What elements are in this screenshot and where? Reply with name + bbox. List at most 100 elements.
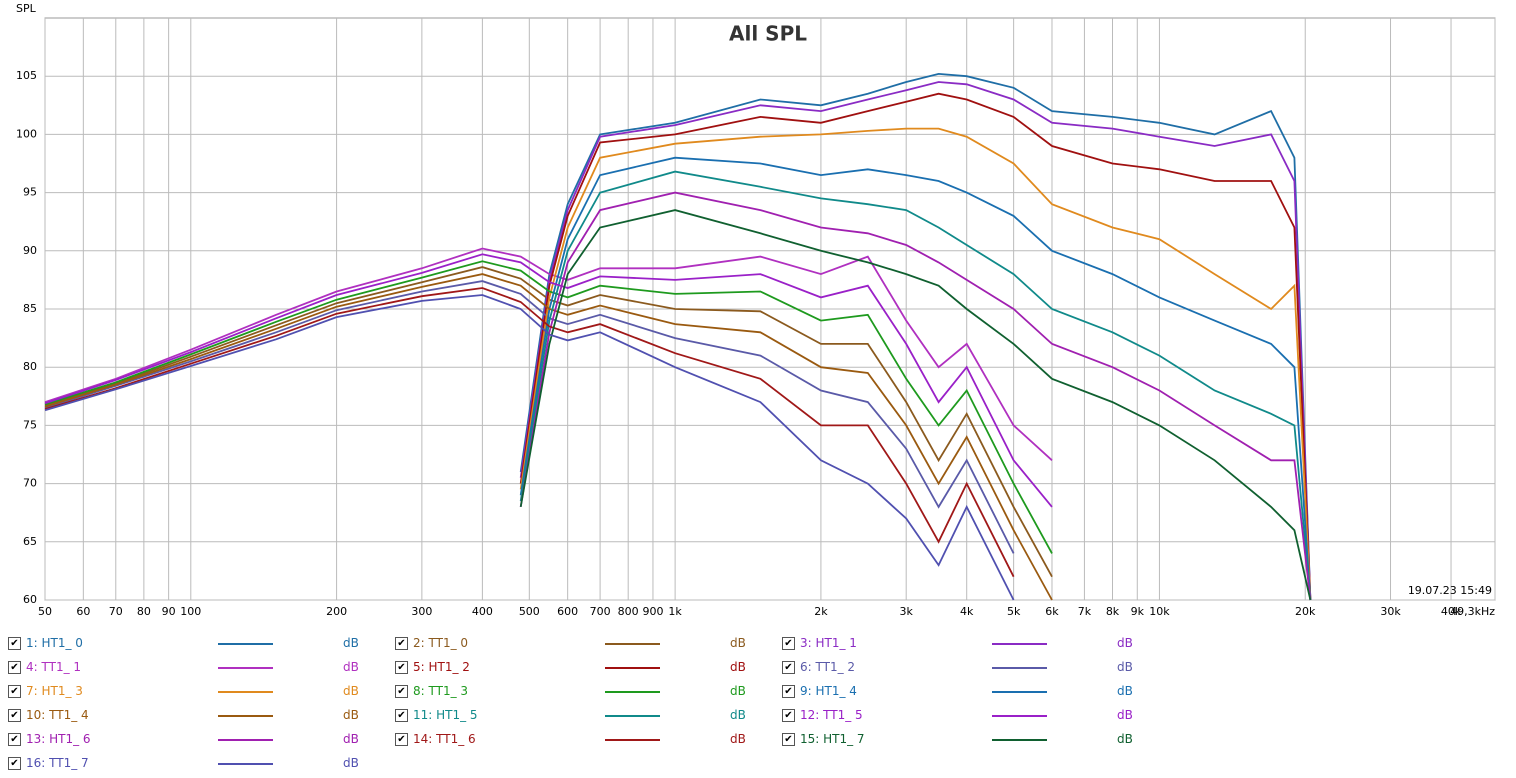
legend-checkbox[interactable]: ✔ — [8, 661, 21, 674]
series-line — [44, 294, 1015, 601]
legend-unit: dB — [1117, 708, 1133, 722]
legend-unit: dB — [343, 756, 359, 770]
legend-unit: dB — [343, 660, 359, 674]
x-tick-label: 100 — [180, 605, 201, 618]
x-tick-label: 49,3kHz — [1450, 605, 1495, 618]
series-line — [519, 72, 1312, 601]
legend-checkbox[interactable]: ✔ — [782, 661, 795, 674]
legend-unit: dB — [1117, 660, 1133, 674]
x-tick-label: 300 — [411, 605, 432, 618]
legend-checkbox[interactable]: ✔ — [395, 709, 408, 722]
y-tick-label: 95 — [23, 186, 37, 199]
y-tick-label: 105 — [16, 69, 37, 82]
legend-label: 9: HT1_ 4 — [800, 684, 857, 698]
legend-unit: dB — [1117, 684, 1133, 698]
legend-label: 15: HT1_ 7 — [800, 732, 865, 746]
legend-entry: ✔ 1: HT1_ 0 dB — [8, 634, 378, 654]
x-tick-label: 10k — [1149, 605, 1170, 618]
legend-checkbox[interactable]: ✔ — [8, 757, 21, 770]
legend-entry: ✔ 16: TT1_ 7 dB — [8, 754, 378, 774]
legend-entry: ✔ 8: TT1_ 3 dB — [395, 682, 765, 702]
legend-checkbox[interactable]: ✔ — [782, 685, 795, 698]
series-line — [44, 247, 1053, 461]
x-tick-label: 40k — [1441, 605, 1462, 618]
series-line — [519, 92, 1312, 601]
legend-checkbox[interactable]: ✔ — [782, 637, 795, 650]
x-tick-label: 50 — [38, 605, 52, 618]
legend-label: 13: HT1_ 6 — [26, 732, 91, 746]
y-tick-label: 90 — [23, 244, 37, 257]
y-tick-label: 65 — [23, 535, 37, 548]
legend-unit: dB — [343, 708, 359, 722]
x-tick-label: 400 — [472, 605, 493, 618]
x-tick-label: 5k — [1007, 605, 1021, 618]
legend-entry: ✔ 3: HT1_ 1 dB — [782, 634, 1152, 654]
x-tick-label: 700 — [590, 605, 611, 618]
y-tick-label: 80 — [23, 360, 37, 373]
legend-checkbox[interactable]: ✔ — [8, 733, 21, 746]
legend-swatch — [605, 715, 660, 717]
series-line — [519, 156, 1312, 601]
y-tick-label: 60 — [23, 593, 37, 606]
series-line — [519, 127, 1312, 601]
legend-checkbox[interactable]: ✔ — [782, 709, 795, 722]
y-tick-label: 75 — [23, 418, 37, 431]
series-line — [519, 81, 1312, 601]
series-line — [519, 209, 1312, 601]
legend-unit: dB — [1117, 732, 1133, 746]
series-line — [44, 253, 1053, 508]
legend-checkbox[interactable]: ✔ — [395, 685, 408, 698]
x-tick-label: 80 — [137, 605, 151, 618]
legend-checkbox[interactable]: ✔ — [8, 685, 21, 698]
legend-label: 5: HT1_ 2 — [413, 660, 470, 674]
x-tick-label: 6k — [1045, 605, 1059, 618]
legend-unit: dB — [730, 660, 746, 674]
legend-swatch — [605, 667, 660, 669]
series-line — [44, 273, 1053, 601]
series-line — [44, 287, 1015, 578]
legend-swatch — [992, 691, 1047, 693]
legend-unit: dB — [343, 732, 359, 746]
legend-entry: ✔ 5: HT1_ 2 dB — [395, 658, 765, 678]
legend-checkbox[interactable]: ✔ — [8, 637, 21, 650]
legend-swatch — [992, 667, 1047, 669]
chart: SPL All SPL 19.07.23 15:49 60 65 70 75 80 85 9… — [16, 2, 1496, 618]
legend-swatch — [605, 691, 660, 693]
series-line — [44, 260, 1053, 554]
timestamp: 19.07.23 15:49 — [1408, 584, 1492, 597]
legend-label: 16: TT1_ 7 — [26, 756, 89, 770]
legend-swatch — [218, 643, 273, 645]
legend-checkbox[interactable]: ✔ — [395, 733, 408, 746]
legend-swatch — [218, 667, 273, 669]
x-tick-label: 20k — [1295, 605, 1316, 618]
y-tick-label: 100 — [16, 127, 37, 140]
legend-checkbox[interactable]: ✔ — [395, 637, 408, 650]
legend-unit: dB — [343, 636, 359, 650]
x-tick-label: 800 — [618, 605, 639, 618]
legend-label: 6: TT1_ 2 — [800, 660, 856, 674]
legend-entry: ✔ 13: HT1_ 6 dB — [8, 730, 378, 750]
legend-swatch — [992, 739, 1047, 741]
legend-label: 14: TT1_ 6 — [413, 732, 476, 746]
legend-checkbox[interactable]: ✔ — [8, 709, 21, 722]
legend-label: 2: TT1_ 0 — [413, 636, 469, 650]
x-tick-label: 4k — [960, 605, 974, 618]
legend-swatch — [218, 763, 273, 765]
legend-checkbox[interactable]: ✔ — [395, 661, 408, 674]
legend-label: 1: HT1_ 0 — [26, 636, 83, 650]
y-tick-label: 70 — [23, 477, 37, 490]
y-axis-label: SPL — [16, 2, 37, 15]
legend-checkbox[interactable]: ✔ — [782, 733, 795, 746]
y-tick-label: 85 — [23, 302, 37, 315]
legend-label: 11: HT1_ 5 — [413, 708, 478, 722]
x-tick-label: 8k — [1106, 605, 1120, 618]
x-tick-label: 90 — [162, 605, 176, 618]
x-tick-label: 3k — [900, 605, 914, 618]
legend-swatch — [218, 691, 273, 693]
legend-unit: dB — [730, 732, 746, 746]
legend-label: 3: HT1_ 1 — [800, 636, 857, 650]
legend: ✔ 1: HT1_ 0 dB ✔ 2: TT1_ 0 dB ✔ 3: HT1_ 1 dB ✔ 4: … — [0, 630, 1516, 778]
legend-swatch — [218, 715, 273, 717]
legend-entry: ✔ 15: HT1_ 7 dB — [782, 730, 1152, 750]
